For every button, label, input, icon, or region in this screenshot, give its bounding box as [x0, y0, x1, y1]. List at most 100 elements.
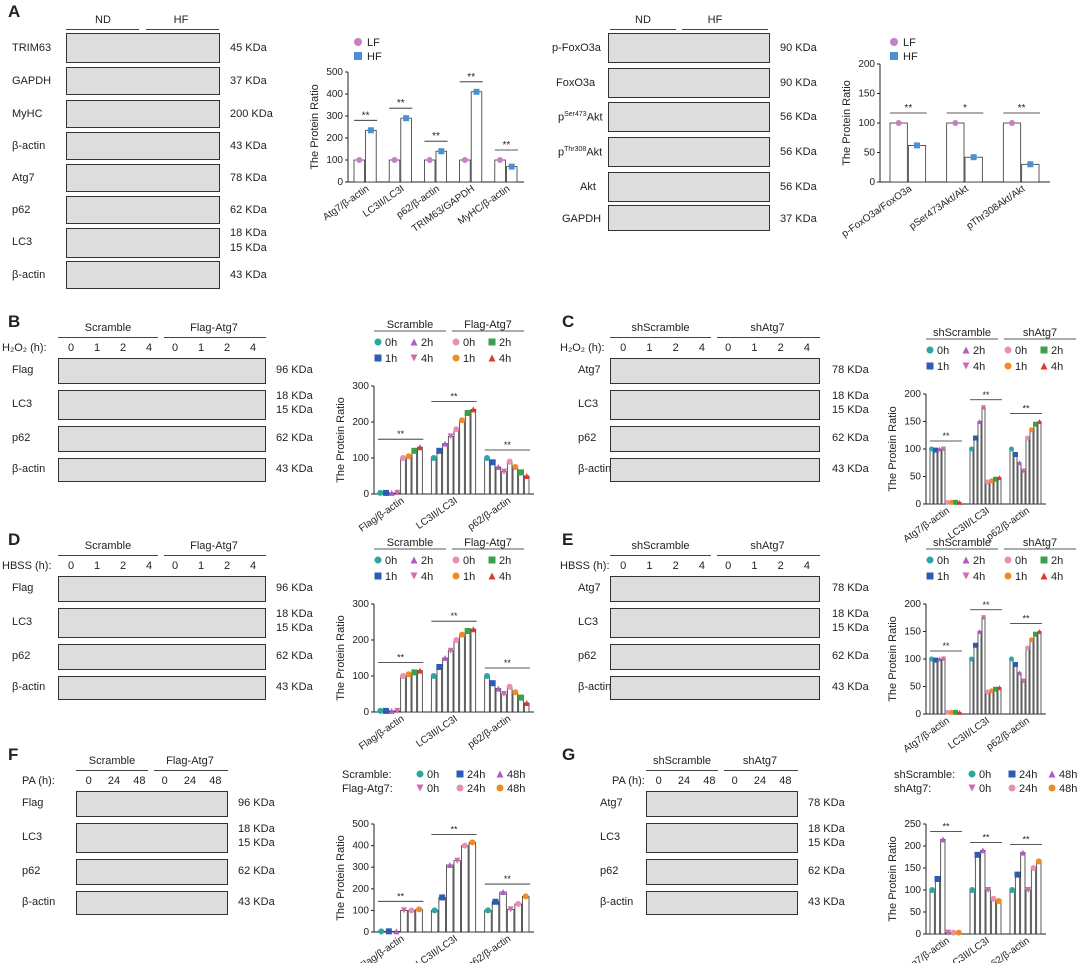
legend-label: 1h	[385, 353, 397, 365]
bar	[1009, 448, 1014, 505]
legend-label: LF	[367, 37, 380, 49]
data-point	[461, 157, 468, 163]
data-point	[957, 709, 962, 715]
y-tick-label: 200	[904, 389, 921, 400]
bar	[436, 666, 443, 713]
y-tick-label: 50	[910, 907, 922, 918]
data-point	[417, 444, 423, 451]
group-line	[58, 555, 158, 556]
data-point	[400, 907, 407, 914]
data-point	[518, 694, 524, 701]
legend-label: 1h	[937, 361, 949, 373]
y-axis-label: The Protein Ratio	[887, 836, 899, 922]
legend-marker	[416, 770, 424, 778]
y-tick-label: 200	[352, 635, 369, 646]
bar	[937, 448, 942, 505]
data-point	[952, 120, 959, 126]
significance-mark: **	[450, 611, 458, 621]
legend-marker	[890, 52, 898, 60]
data-point	[447, 433, 454, 440]
data-point	[985, 689, 990, 695]
data-point	[934, 876, 941, 882]
legend-group-title: shScramble	[933, 537, 991, 549]
data-point	[989, 478, 994, 484]
blot-label-tail: Akt	[586, 146, 603, 159]
legend-label: 0h	[979, 783, 991, 795]
data-point	[977, 419, 982, 424]
data-point	[985, 479, 990, 485]
kda-label: 15 KDa	[832, 404, 869, 416]
data-point	[470, 626, 477, 633]
blot-label: β-actin	[12, 269, 46, 281]
bar	[996, 900, 1002, 935]
panel-label-a: A	[8, 2, 21, 21]
legend-label: 0h	[1015, 345, 1027, 357]
kda-label: 56 KDa	[780, 181, 817, 193]
legend-marker	[926, 572, 934, 580]
data-point	[464, 410, 471, 416]
legend-label: 2h	[1051, 345, 1063, 357]
y-axis-label: The Protein Ratio	[309, 84, 321, 170]
legend-group-title: Scramble	[387, 537, 433, 549]
kda-label: 43 KDa	[230, 269, 267, 281]
y-tick-label: 300	[352, 862, 369, 873]
western-blot-atg7	[66, 164, 220, 192]
legend-marker	[374, 572, 382, 580]
western-blot	[610, 390, 820, 420]
bar	[969, 889, 975, 935]
data-point	[416, 906, 423, 913]
bar	[1002, 122, 1022, 183]
legend-row-title: Flag-Atg7:	[342, 783, 393, 795]
data-point	[377, 707, 384, 714]
legend-marker	[1004, 556, 1012, 564]
time-tick: 1	[646, 342, 653, 354]
data-point	[470, 406, 477, 413]
data-point	[949, 709, 954, 715]
significance-mark: **	[1022, 614, 1030, 624]
y-tick-label: 50	[910, 682, 922, 693]
data-point	[506, 458, 513, 465]
bar	[1033, 423, 1038, 505]
y-tick-label: 100	[904, 885, 921, 896]
time-tick: 48	[209, 775, 222, 787]
group-label: Scramble	[84, 540, 132, 552]
time-tick: 0	[67, 342, 75, 354]
bar	[383, 492, 389, 495]
legend-group-title: Flag-Atg7	[464, 537, 512, 549]
kda-label: 96 KDa	[238, 797, 275, 809]
bar	[383, 710, 389, 713]
data-point	[417, 667, 423, 674]
blot-label: Flag	[12, 364, 34, 376]
data-point	[929, 887, 936, 893]
significance-mark: **	[942, 431, 950, 441]
legend-row-title: shScramble:	[894, 769, 955, 781]
bar	[377, 710, 384, 713]
data-point	[500, 889, 507, 896]
legend-marker	[962, 572, 970, 580]
y-tick-label: 150	[904, 627, 921, 638]
western-blot	[610, 358, 820, 384]
data-point	[518, 469, 524, 476]
bar	[518, 697, 524, 713]
significance-mark: **	[1022, 835, 1030, 845]
significance-mark: **	[504, 658, 512, 668]
data-point	[957, 499, 962, 505]
legend-marker	[1004, 346, 1012, 354]
blot-label: β-actin	[22, 896, 56, 908]
data-point	[461, 842, 468, 849]
data-point	[1019, 849, 1026, 856]
data-point	[1009, 120, 1015, 126]
data-point	[523, 700, 530, 706]
bar	[1036, 861, 1042, 935]
bar	[977, 421, 982, 505]
bar	[989, 690, 994, 715]
bar	[499, 891, 507, 933]
bar	[442, 443, 448, 495]
group-line	[610, 337, 711, 338]
blot-label-p: p	[558, 111, 565, 124]
bar	[417, 446, 423, 495]
legend-label: 0h	[937, 345, 949, 357]
blot-label: p62	[12, 650, 31, 662]
kda-label: 15 KDa	[276, 622, 313, 634]
category-label: pThr308Akt/Akt	[965, 183, 1028, 232]
